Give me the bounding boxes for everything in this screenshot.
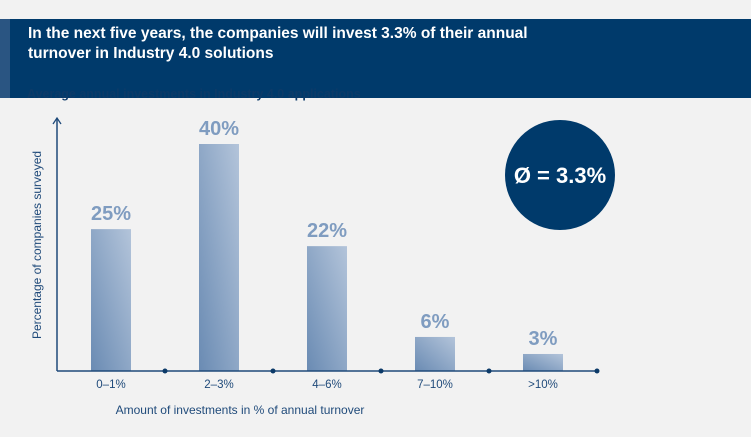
bar-3 <box>415 336 455 371</box>
axis-dot <box>486 368 492 374</box>
data-label: 40% <box>199 118 239 140</box>
x-tick-label: 2–3% <box>204 379 233 391</box>
data-label: 3% <box>529 328 558 350</box>
bar-4 <box>523 353 563 371</box>
bar-1 <box>199 144 239 371</box>
chart-title: Average annual investments in Industry 4… <box>27 87 361 101</box>
data-label: 25% <box>91 203 131 225</box>
axis-dot <box>162 368 168 374</box>
average-badge <box>505 120 615 230</box>
x-tick-label: 4–6% <box>312 379 341 391</box>
y-axis-arrow-icon <box>52 116 62 125</box>
x-tick-label: 0–1% <box>96 379 125 391</box>
header-banner: In the next five years, the companies wi… <box>0 19 751 98</box>
axis-dot <box>378 368 384 374</box>
bar-2 <box>307 246 347 371</box>
header-title: In the next five years, the companies wi… <box>28 25 528 62</box>
average-badge-text: Ø = 3.3% <box>514 163 606 188</box>
x-axis-label: Amount of investments in % of annual tur… <box>116 403 365 417</box>
bar-0 <box>91 229 131 371</box>
x-tick-label: 7–10% <box>417 379 453 391</box>
axis-dot <box>594 368 600 374</box>
data-label: 6% <box>421 311 450 333</box>
axis-dot <box>270 368 276 374</box>
data-label: 22% <box>307 220 347 242</box>
y-axis-label: Percentage of companies surveyed <box>30 151 44 339</box>
x-tick-label: >10% <box>528 379 558 391</box>
